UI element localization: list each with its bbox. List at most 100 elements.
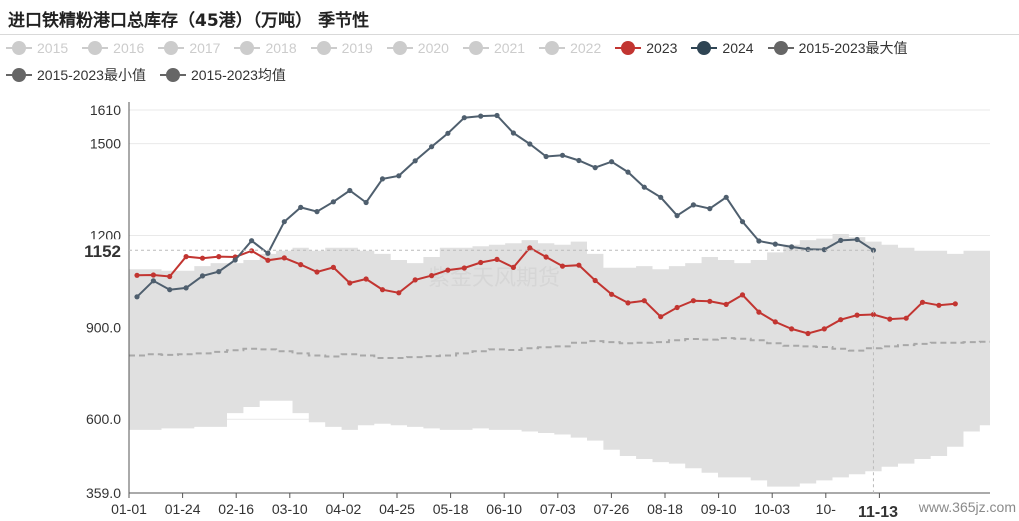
data-point-2023	[347, 280, 353, 286]
data-point-2024	[281, 219, 287, 225]
data-point-2024	[510, 130, 516, 136]
data-point-2024	[199, 273, 206, 279]
x-tick-label: 07-03	[540, 501, 576, 517]
legend-item-5[interactable]: 2020	[386, 38, 449, 58]
legend-label: 2015-2023均值	[190, 67, 286, 83]
data-point-2024	[429, 144, 435, 150]
data-point-2024	[330, 199, 336, 205]
data-point-2023	[559, 263, 566, 269]
data-point-2023	[314, 269, 320, 275]
data-point-2023	[789, 326, 795, 332]
legend-label: 2024	[722, 40, 754, 56]
legend-label: 2015-2023最大值	[798, 40, 908, 56]
data-point-2024	[821, 247, 827, 253]
data-point-2024	[609, 159, 615, 165]
legend-item-3[interactable]: 2018	[234, 38, 297, 58]
data-point-2023	[527, 245, 533, 251]
legend-item-7[interactable]: 2022	[539, 38, 601, 58]
legend-label: 2015	[37, 40, 69, 56]
data-point-2024	[363, 199, 369, 206]
data-point-2023	[838, 317, 844, 323]
data-point-2023	[199, 255, 206, 261]
data-point-2024	[265, 250, 271, 256]
legend-label: 2016	[113, 40, 145, 56]
legend-label: 2023	[646, 40, 678, 56]
data-point-2023	[739, 292, 746, 298]
data-point-2024	[527, 141, 533, 147]
x-tick-label: 04-02	[325, 501, 361, 517]
legend-item-9[interactable]: 2024	[691, 38, 754, 58]
data-point-2023	[625, 300, 631, 306]
site-watermark: www.365jz.com	[918, 499, 1016, 515]
data-point-2023	[249, 248, 255, 254]
data-point-2023	[576, 262, 582, 268]
data-point-2023	[543, 254, 549, 260]
data-point-2023	[707, 298, 713, 304]
data-point-2024	[543, 153, 549, 160]
data-point-2024	[249, 238, 255, 244]
y-tick-label: 600.0	[86, 411, 121, 427]
data-point-2024	[707, 206, 713, 212]
data-point-2024	[756, 238, 762, 244]
data-point-2023	[609, 291, 615, 297]
data-point-2024	[314, 209, 320, 215]
legend-marker-icon	[767, 41, 794, 55]
data-point-2024	[592, 165, 598, 171]
legend-marker-icon	[6, 41, 32, 55]
x-tick-label: 02-16	[218, 501, 254, 517]
mean-dashed-line	[129, 337, 990, 359]
data-point-2023	[641, 298, 647, 304]
legend-item-2[interactable]: 2017	[158, 38, 220, 58]
x-tick-label: 10-	[816, 501, 837, 517]
legend-item-8[interactable]: 2023	[615, 38, 677, 58]
legend-item-6[interactable]: 2021	[462, 38, 526, 58]
data-point-2023	[854, 312, 860, 318]
data-point-2024	[232, 257, 238, 263]
legend-marker-icon	[158, 41, 185, 55]
data-point-2023	[805, 330, 811, 337]
data-point-2024	[559, 152, 566, 158]
data-point-2023	[510, 264, 516, 270]
data-point-2024	[461, 115, 467, 121]
y-tick-label: 900.0	[86, 319, 121, 335]
data-point-2023	[903, 315, 909, 321]
legend-marker-icon	[615, 41, 642, 55]
data-point-2024	[854, 236, 860, 243]
legend-marker-icon	[310, 41, 337, 55]
pointer-value-label: 1152	[84, 242, 121, 261]
x-tick-label: 01-24	[165, 501, 201, 517]
data-point-2023	[363, 276, 369, 282]
legend-item-11[interactable]: 2015-2023最小值	[6, 65, 146, 85]
data-point-2023	[379, 287, 386, 293]
pointer-label-bg	[76, 239, 126, 262]
legend-marker-icon	[386, 41, 413, 55]
data-point-2023	[887, 316, 893, 322]
data-point-2023	[592, 277, 598, 284]
data-point-2023	[723, 301, 729, 307]
data-point-2024	[134, 294, 140, 300]
legend-label: 2020	[417, 40, 449, 56]
legend-item-1[interactable]: 2016	[82, 38, 144, 58]
data-point-2024	[739, 219, 746, 225]
data-point-2024	[445, 130, 451, 136]
legend-item-4[interactable]: 2019	[310, 38, 373, 58]
legend-label: 2018	[265, 40, 297, 56]
pointer-x-label: 11-13	[858, 504, 898, 521]
x-tick-label: 04-25	[379, 501, 415, 517]
data-point-2024	[347, 187, 353, 194]
x-tick-label: 06-10	[486, 501, 522, 517]
legend-item-12[interactable]: 2015-2023均值	[159, 65, 286, 85]
legend-marker-icon	[691, 41, 718, 55]
data-point-2023	[183, 254, 189, 260]
data-point-2023	[821, 326, 827, 332]
data-point-2023	[756, 309, 762, 315]
data-point-2024	[396, 173, 402, 179]
data-point-2023	[494, 256, 500, 262]
legend-marker-icon	[6, 68, 32, 82]
y-tick-label: 359.0	[86, 485, 121, 501]
data-point-2024	[478, 113, 484, 119]
legend-item-0[interactable]: 2015	[6, 38, 68, 58]
legend-label: 2021	[493, 40, 526, 56]
legend-item-10[interactable]: 2015-2023最大值	[767, 38, 908, 58]
data-point-2023	[936, 302, 942, 308]
